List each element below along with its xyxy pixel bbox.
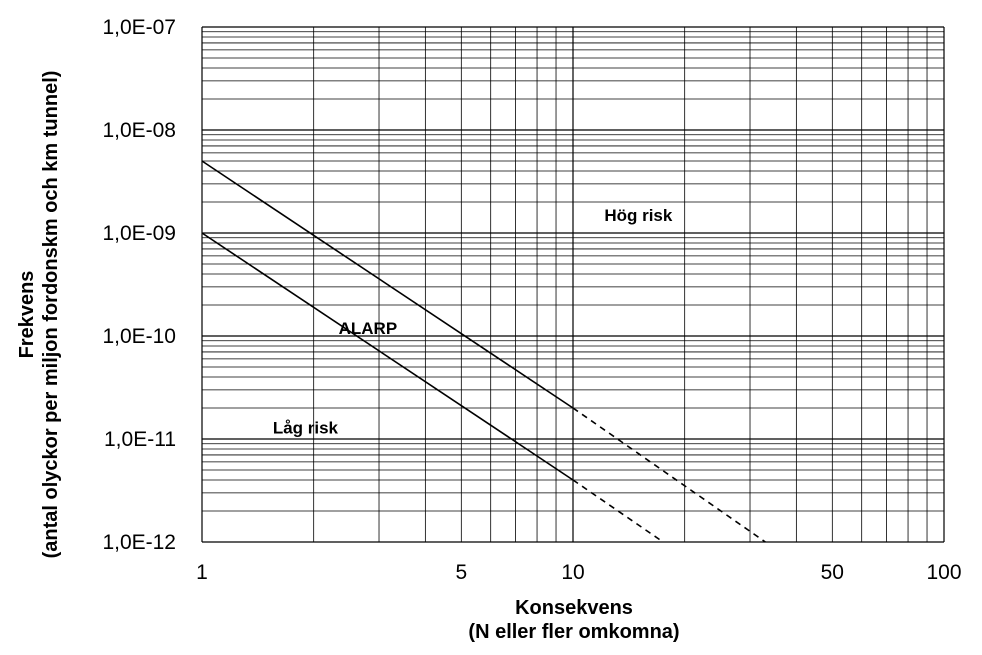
x-tick-label: 1 [196, 561, 208, 584]
y-tick-label: 1,0E-09 [102, 222, 176, 245]
x-tick-labels: 1 5 10 50 100 [196, 561, 961, 584]
y-axis-title-line: Frekvens [16, 271, 38, 359]
x-axis-title-line: Konsekvens [515, 597, 633, 619]
x-tick-label: 50 [821, 561, 844, 584]
region-label: ALARP [339, 319, 398, 338]
x-tick-label: 5 [455, 561, 467, 584]
y-tick-label: 1,0E-07 [102, 16, 176, 39]
y-tick-label: 1,0E-11 [104, 428, 176, 451]
series-2-solid-line [201, 232, 574, 481]
y-axis-title-line: (antal olyckor per miljon fordonskm och … [40, 71, 62, 559]
y-tick-label: 1,0E-08 [102, 119, 176, 142]
series-2-dashed-line [572, 479, 664, 543]
series-1-dashed-line [572, 407, 766, 543]
y-axis-title: Frekvens (antal olyckor per miljon fordon… [16, 71, 62, 559]
x-tick-label: 10 [561, 561, 584, 584]
region-label: Hög risk [604, 206, 673, 225]
y-tick-label: 1,0E-12 [102, 531, 176, 554]
grid [201, 26, 945, 543]
series-1-solid-line [201, 160, 574, 409]
x-axis-title-line: (N eller fler omkomna) [468, 621, 679, 643]
region-annotations: Hög risk ALARP Låg risk [273, 206, 673, 437]
x-tick-label: 100 [926, 561, 961, 584]
series-lines [201, 160, 766, 543]
region-label: Låg risk [273, 418, 339, 437]
y-tick-label: 1,0E-10 [102, 325, 176, 348]
y-tick-labels: 1,0E-07 1,0E-08 1,0E-09 1,0E-10 1,0E-11 1,0E-… [102, 16, 176, 554]
x-axis-title: Konsekvens (N eller fler omkomna) [468, 597, 679, 643]
